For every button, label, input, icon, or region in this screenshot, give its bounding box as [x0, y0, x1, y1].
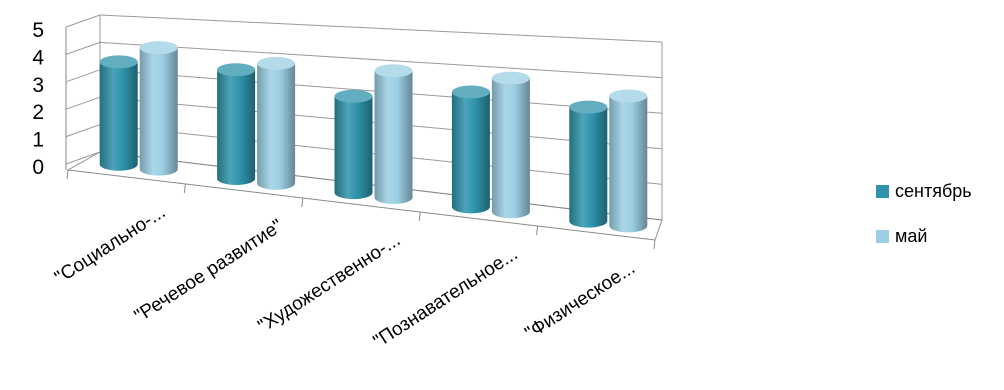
category-label: "Физическое...	[521, 258, 639, 345]
x-tick	[301, 197, 304, 208]
legend-item: сентябрь	[876, 181, 972, 201]
bar-май-0	[139, 41, 178, 176]
x-tick	[653, 239, 656, 250]
x-tick	[66, 169, 69, 180]
y-tick-label: 0	[32, 156, 44, 179]
x-tick	[536, 225, 539, 236]
side-gridline-1	[65, 124, 101, 138]
bar-май-1	[257, 56, 296, 190]
bar-сентябрь-1	[217, 63, 256, 185]
bars	[99, 41, 648, 233]
gridline-4	[99, 41, 663, 79]
side-gridline-4	[65, 41, 101, 55]
bar-май-4	[609, 89, 648, 233]
legend-swatch	[876, 230, 889, 243]
gridline-5	[99, 14, 663, 43]
y-tick-label: 4	[32, 46, 44, 69]
legend-label: май	[895, 226, 927, 246]
x-tick	[418, 211, 421, 222]
category-label: "Художественно-...	[254, 230, 404, 337]
bar-сентябрь-4	[569, 100, 608, 228]
legend-swatch	[876, 185, 889, 198]
side-gridline-0	[65, 151, 101, 165]
x-tick	[183, 183, 186, 194]
y-tick-label: 1	[32, 129, 44, 152]
bar-сентябрь-2	[334, 89, 373, 200]
bar-сентябрь-0	[99, 55, 138, 171]
side-gridline-3	[65, 69, 101, 83]
category-labels: "Социально-..."Речевое развитие""Художес…	[51, 202, 639, 353]
y-tick-labels: 0 1 2 3 4 5	[32, 19, 44, 179]
legend: сентябрь май	[876, 181, 972, 246]
category-label: "Познавательное...	[370, 244, 522, 353]
category-label: "Речевое развитие"	[131, 216, 287, 327]
floor	[66, 151, 663, 241]
legend-item: май	[876, 226, 927, 246]
y-tick-label: 3	[32, 74, 44, 97]
legend-label: сентябрь	[895, 181, 972, 201]
bar-сентябрь-3	[451, 85, 490, 214]
y-tick-label: 2	[32, 101, 44, 124]
side-gridline-5	[65, 14, 101, 28]
bar-май-3	[491, 71, 530, 219]
y-tick-label: 5	[32, 19, 44, 42]
category-label: "Социально-...	[51, 202, 169, 289]
bar-май-2	[374, 64, 413, 205]
side-gridline-2	[65, 96, 101, 110]
